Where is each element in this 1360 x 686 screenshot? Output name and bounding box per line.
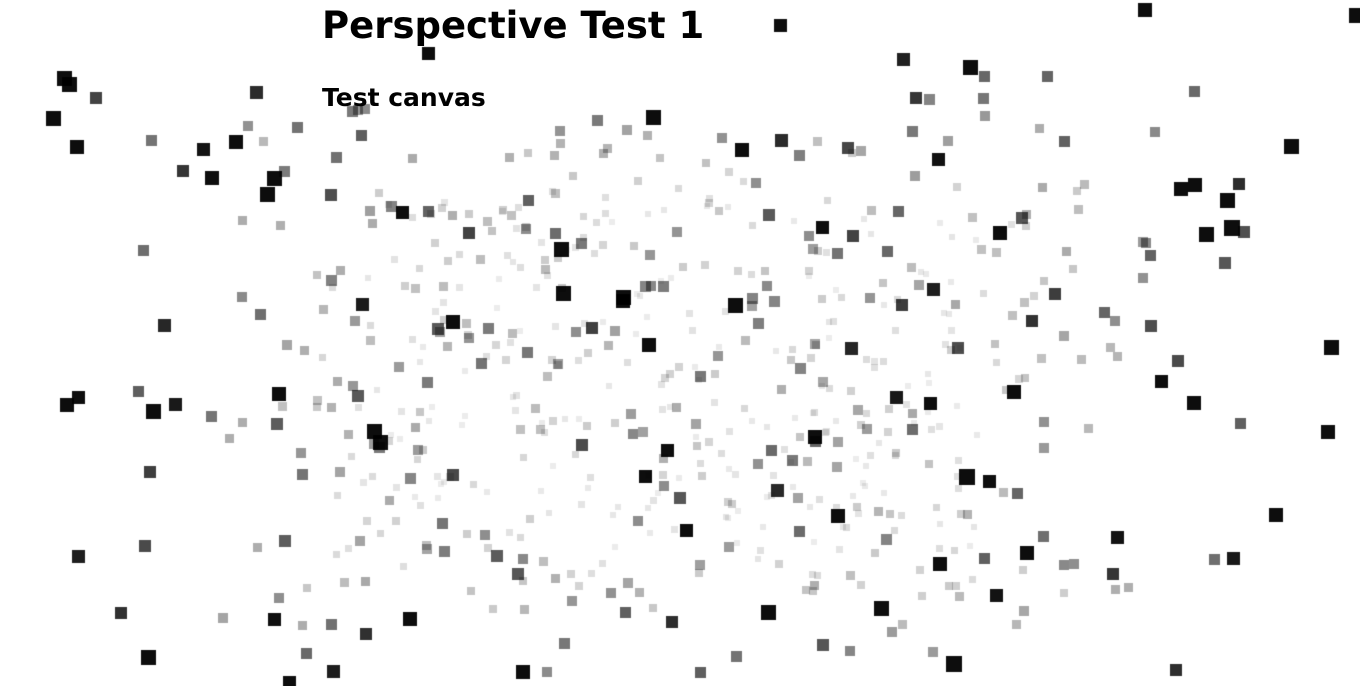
- page-title: Perspective Test 1: [322, 4, 705, 47]
- canvas-label: Test canvas: [322, 83, 486, 112]
